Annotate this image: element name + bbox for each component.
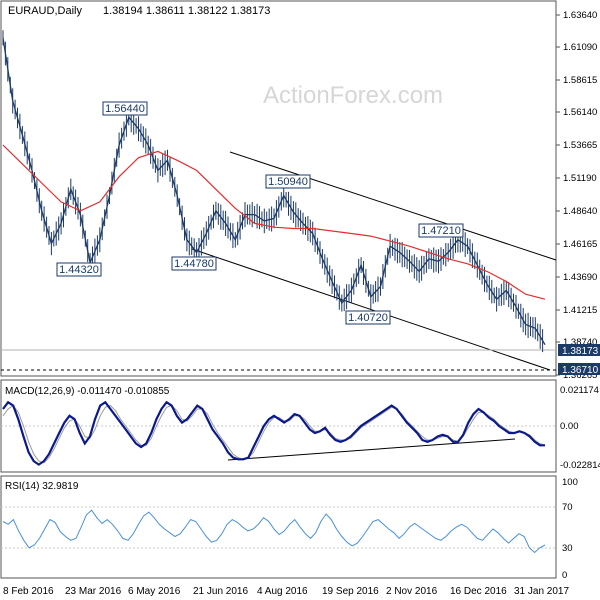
x-axis: 8 Feb 2016 23 Mar 2016 6 May 2016 21 Jun… — [3, 586, 569, 597]
annotation-high-2-text: 1.50940 — [268, 176, 308, 188]
annotation-high-1: 1.56440 — [102, 101, 148, 116]
annotation-high-3-text: 1.47210 — [421, 225, 461, 237]
annotation-low-1: 1.44320 — [56, 262, 102, 277]
price-tick-label: 1.43690 — [563, 272, 597, 283]
annotation-low-3: 1.40720 — [345, 310, 391, 325]
x-tick-label: 4 Aug 2016 — [257, 586, 308, 597]
x-tick-label: 2 Nov 2016 — [386, 586, 438, 597]
price-tick-label: 1.51190 — [563, 173, 597, 184]
channel-upper-line — [229, 151, 557, 261]
last-price-tag-text: 1.38173 — [562, 346, 599, 357]
price-series-line — [2, 37, 546, 346]
price-tick-label: 1.36265 — [563, 370, 597, 381]
watermark: ActionForex.com — [263, 82, 443, 109]
annotation-low-2-text: 1.44780 — [174, 258, 214, 270]
rsi-title: RSI(14) 32.9819 — [5, 481, 79, 492]
annotation-low-3-text: 1.40720 — [348, 312, 388, 324]
price-tick-label: 1.56140 — [563, 107, 597, 118]
price-y-axis: 1.63640 1.61090 1.58615 1.56140 1.53665 … — [556, 10, 597, 381]
rsi-y-axis: 100 70 30 0 — [562, 477, 578, 581]
macd-tick-label: -0.022814 — [560, 460, 600, 471]
annotation-high-2: 1.50940 — [265, 174, 311, 189]
rsi-tick-label: 30 — [562, 543, 573, 554]
price-tick-label: 1.41215 — [563, 305, 597, 316]
dashed-level-tag: 1.36710 — [558, 363, 600, 376]
price-tick-label: 1.46165 — [563, 239, 597, 250]
price-tick-label: 1.38740 — [563, 337, 597, 348]
x-tick-label: 8 Feb 2016 — [3, 586, 54, 597]
macd-y-axis: 0.021174 0.00 -0.022814 — [560, 385, 600, 471]
macd-trendline — [227, 438, 516, 461]
moving-average-line — [2, 144, 546, 300]
annotation-high-3: 1.47210 — [418, 223, 464, 238]
ohlc-readout: 1.38194 1.38611 1.38122 1.38173 — [103, 5, 270, 17]
x-tick-label: 31 Jan 2017 — [514, 586, 569, 597]
x-tick-label: 6 May 2016 — [128, 586, 181, 597]
dashed-level-tag-text: 1.36710 — [562, 365, 599, 376]
rsi-line — [2, 509, 546, 554]
rsi-panel — [0, 475, 557, 579]
macd-line — [2, 400, 545, 466]
last-price-tag: 1.38173 — [558, 344, 600, 357]
x-tick-label: 23 Mar 2016 — [65, 586, 122, 597]
price-tick-label: 1.48640 — [563, 206, 597, 217]
x-tick-label: 21 Jun 2016 — [193, 586, 248, 597]
price-tick-label: 1.53665 — [563, 140, 597, 151]
x-tick-label: 16 Dec 2016 — [450, 586, 507, 597]
chart-symbol: EURAUD,Daily — [8, 5, 82, 17]
annotation-high-1-text: 1.56440 — [105, 103, 145, 115]
rsi-tick-label: 100 — [562, 477, 578, 488]
price-tick-label: 1.61090 — [563, 42, 597, 53]
macd-tick-label: 0.021174 — [560, 385, 599, 396]
macd-tick-label: 0.00 — [560, 421, 579, 432]
macd-signal-line — [2, 404, 546, 464]
macd-title: MACD(12,26,9) -0.011470 -0.010855 — [5, 386, 170, 397]
rsi-tick-label: 70 — [562, 502, 573, 513]
price-tick-label: 1.58615 — [563, 75, 597, 86]
rsi-tick-label: 0 — [562, 570, 567, 581]
annotation-low-1-text: 1.44320 — [59, 264, 99, 276]
annotation-low-2: 1.44780 — [171, 256, 217, 271]
x-tick-label: 19 Sep 2016 — [322, 586, 379, 597]
price-tick-label: 1.63640 — [563, 10, 597, 21]
